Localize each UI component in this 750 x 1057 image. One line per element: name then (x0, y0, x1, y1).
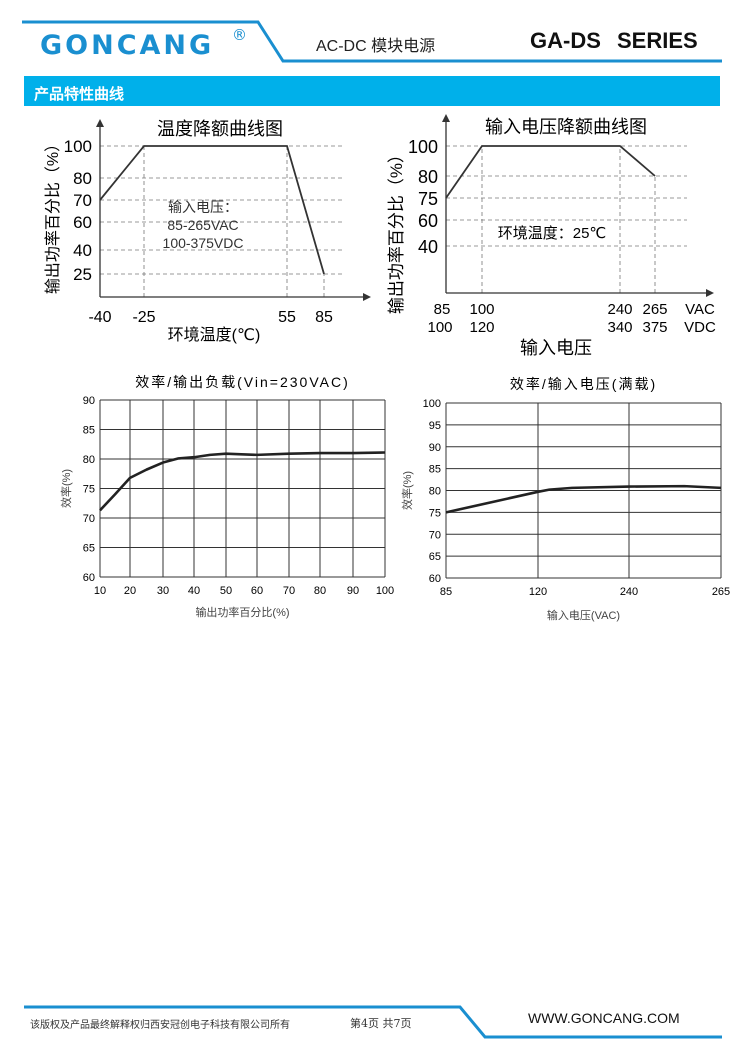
y-tick-label: 90 (429, 442, 441, 454)
product-subtitle: AC-DC 模块电源 (316, 38, 436, 55)
y-tick-label: 100 (64, 137, 92, 156)
copyright-text: 该版权及产品最终解释权归西安冠创电子科技有限公司所有 (30, 1020, 290, 1031)
x-tick-label: 85 (440, 586, 452, 598)
y-tick-label: 90 (83, 395, 95, 407)
x-tick-label: 265 (712, 586, 730, 598)
y-tick-label: 75 (429, 507, 441, 519)
chart-title: 温度降额曲线图 (157, 119, 283, 139)
series-line (445, 145, 656, 199)
brand-logo: GONCANG (40, 30, 215, 61)
y-tick-label: 60 (83, 572, 95, 584)
header-rule (22, 20, 722, 63)
x-tick-label: 240 (607, 301, 632, 318)
registered-mark: ® (232, 26, 247, 44)
y-tick-label: 80 (73, 169, 92, 188)
y-tick-label: 25 (73, 265, 92, 284)
y-tick-label: 80 (429, 486, 441, 498)
y-axis-label: 效率(%) (400, 471, 414, 510)
chart-title: 效率/输入电压(满载) (510, 376, 657, 392)
section-bar: 产品特性曲线 (24, 76, 720, 106)
x-tick-label: 80 (314, 585, 326, 597)
x-axis-arrow-icon (363, 293, 371, 301)
x-tick-label-dc: 340 (607, 319, 632, 336)
x-tick-label: 50 (220, 585, 232, 597)
series-line (99, 451, 386, 512)
website-link[interactable]: WWW.GONCANG.COM (528, 1010, 680, 1026)
x-tick-label: 120 (529, 586, 547, 598)
y-axis-arrow-icon (96, 119, 104, 127)
y-tick-label: 80 (418, 167, 438, 187)
y-tick-label: 60 (418, 211, 438, 231)
series-line (445, 484, 722, 514)
y-tick-label: 95 (429, 420, 441, 432)
y-tick-label: 85 (83, 425, 95, 437)
x-tick-label: -25 (132, 309, 155, 326)
y-tick-label: 65 (429, 551, 441, 563)
y-axis-arrow-icon (442, 114, 450, 122)
y-tick-label: 40 (418, 237, 438, 257)
y-tick-label: 60 (73, 213, 92, 232)
annotation-text: 环境温度：25℃ (498, 224, 607, 242)
y-tick-label: 70 (73, 191, 92, 210)
y-tick-label: 85 (429, 464, 441, 476)
x-tick-label: 30 (157, 585, 169, 597)
x-tick-label: 100 (376, 585, 394, 597)
annotation-text: 85-265VAC (167, 217, 238, 233)
y-tick-label: 75 (83, 484, 95, 496)
x-unit-label: VAC (685, 301, 715, 318)
y-tick-label: 70 (429, 529, 441, 541)
x-unit-label: VDC (684, 319, 716, 336)
annotation-text: 100-375VDC (163, 235, 244, 251)
section-title: 产品特性曲线 (34, 85, 125, 103)
x-tick-label-dc: 375 (642, 319, 667, 336)
y-tick-label: 60 (429, 573, 441, 585)
x-tick-label: 20 (124, 585, 136, 597)
series-line (99, 145, 325, 275)
x-tick-label-dc: 100 (427, 319, 452, 336)
x-axis-label: 输入电压 (520, 338, 592, 358)
x-tick-label: 265 (642, 301, 667, 318)
y-tick-label: 80 (83, 454, 95, 466)
x-tick-label: 70 (283, 585, 295, 597)
series-title: GA-DS SERIES (530, 28, 698, 53)
y-tick-label: 100 (423, 398, 441, 410)
x-axis-arrow-icon (706, 289, 714, 297)
y-tick-label: 65 (83, 543, 95, 555)
x-tick-label: 90 (347, 585, 359, 597)
x-tick-label: 10 (94, 585, 106, 597)
y-tick-label: 70 (83, 513, 95, 525)
x-axis-label: 输入电压(VAC) (547, 608, 620, 622)
y-tick-label: 75 (418, 189, 438, 209)
footer-rule (24, 1005, 722, 1039)
x-tick-label: 100 (469, 301, 494, 318)
x-tick-label: 40 (188, 585, 200, 597)
x-axis-label: 环境温度(℃) (168, 325, 261, 344)
x-tick-label: 55 (278, 309, 296, 326)
y-axis-label: 效率(%) (59, 469, 73, 508)
x-tick-label: 60 (251, 585, 263, 597)
y-tick-label: 40 (73, 241, 92, 260)
page-number: 第4页 共7页 (350, 1017, 412, 1030)
x-tick-label-dc: 120 (469, 319, 494, 336)
x-axis-label: 输出功率百分比(%) (195, 605, 289, 619)
y-tick-label: 100 (408, 137, 438, 157)
annotation-text: 输入电压： (168, 199, 238, 215)
y-axis-label: 输出功率百分比（%） (387, 146, 406, 314)
x-tick-label: 85 (434, 301, 451, 318)
chart-title: 效率/输出负载(Vin=230VAC) (135, 374, 349, 390)
x-tick-label: 240 (620, 586, 638, 598)
chart-title: 输入电压降额曲线图 (485, 117, 647, 137)
x-tick-label: 85 (315, 309, 333, 326)
y-axis-label: 输出功率百分比（%） (44, 136, 62, 294)
x-tick-label: -40 (88, 309, 111, 326)
